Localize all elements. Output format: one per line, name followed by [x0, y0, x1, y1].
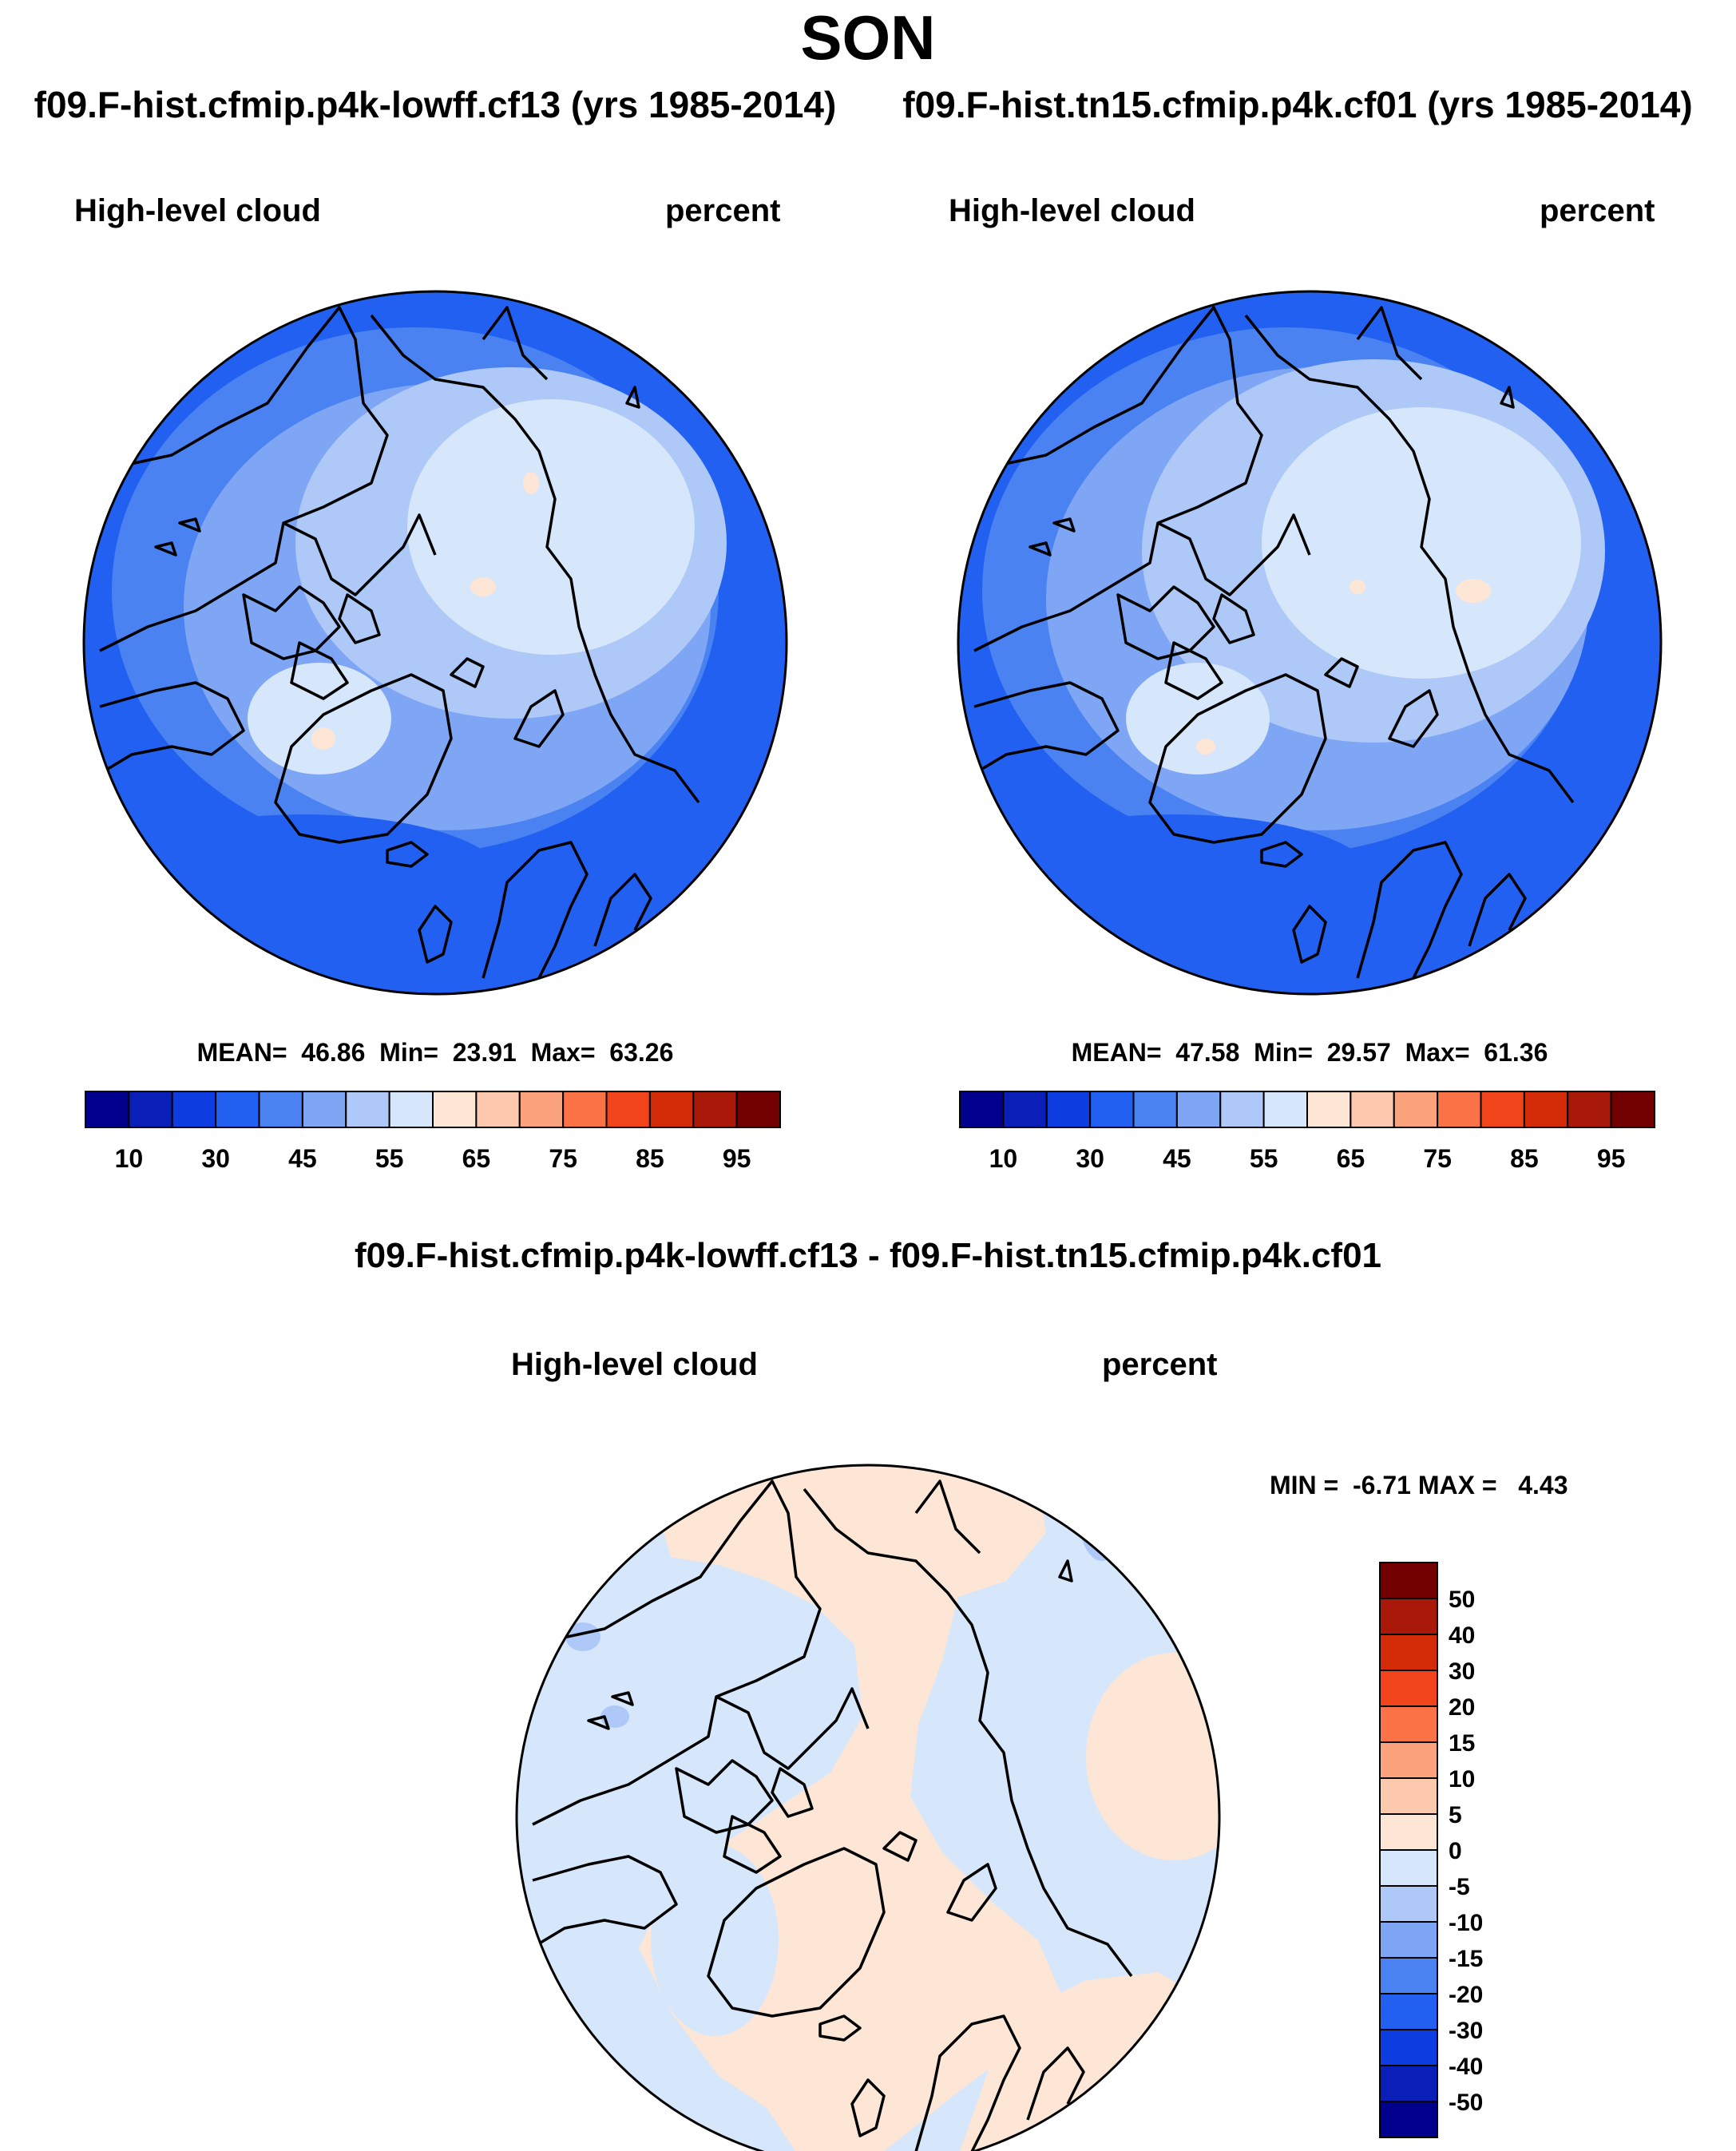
left-colorbar-swatch [345, 1091, 390, 1128]
diff-units-label: percent [1102, 1347, 1218, 1382]
left-colorbar-swatch [648, 1091, 695, 1128]
diff-stats: MIN = -6.71 MAX = 4.43 [1270, 1471, 1568, 1499]
right-colorbar-tick-label: 95 [1597, 1144, 1626, 1173]
diff-colorbar-swatch [1379, 1598, 1438, 1635]
left-colorbar-tick-label: 30 [201, 1144, 230, 1173]
left-colorbar-tick-label: 65 [462, 1144, 491, 1173]
diff-colorbar-tick-label: 0 [1449, 1838, 1462, 1864]
right-colorbar-swatch [1567, 1091, 1612, 1128]
left-colorbar-tick-label: 55 [375, 1144, 404, 1173]
left-colorbar-tick-label: 75 [549, 1144, 577, 1173]
right-colorbar-swatch [1175, 1091, 1222, 1128]
case-b-title: f09.F-hist.tn15.cfmip.p4k.cf01 (yrs 1985… [902, 84, 1693, 125]
left-colorbar-swatch [432, 1091, 478, 1128]
diff-variable-label: High-level cloud [511, 1347, 758, 1382]
left-colorbar-swatch [128, 1091, 173, 1128]
left-colorbar: 10 30 45 55 65 75 85 95 [85, 1091, 781, 1173]
left-units-label: percent [665, 193, 781, 228]
diff-colorbar-swatch [1379, 1813, 1438, 1851]
left-colorbar-tick-label: 45 [288, 1144, 317, 1173]
diff-colorbar-swatch [1379, 1634, 1438, 1671]
diff-colorbar-tick-label: 15 [1449, 1730, 1475, 1757]
right-polar-map [957, 290, 1663, 996]
diff-title: f09.F-hist.cfmip.p4k-lowff.cf13 - f09.F-… [354, 1236, 1382, 1275]
diff-colorbar-tick-label: -10 [1449, 1910, 1483, 1936]
right-colorbar-swatch [959, 1091, 1005, 1128]
right-colorbar-swatch [1350, 1091, 1395, 1128]
right-colorbar: 10 30 45 55 65 75 85 95 [959, 1091, 1655, 1173]
right-colorbar-tick-label: 45 [1163, 1144, 1191, 1173]
diff-colorbar-tick-label: -50 [1449, 2090, 1483, 2116]
left-colorbar-swatch [518, 1091, 565, 1128]
right-colorbar-tick-label: 65 [1337, 1144, 1365, 1173]
left-colorbar-swatch [605, 1091, 651, 1128]
left-colorbar-swatch [85, 1091, 130, 1128]
left-colorbar-swatch [562, 1091, 608, 1128]
diff-colorbar-tick-label: -15 [1449, 1946, 1483, 1972]
left-variable-label: High-level cloud [74, 193, 321, 228]
diff-colorbar-swatch [1379, 1993, 1438, 2030]
right-units-label: percent [1540, 193, 1655, 228]
diff-colorbar-tick-label: -40 [1449, 2054, 1483, 2080]
right-variable-label: High-level cloud [949, 193, 1195, 228]
diff-colorbar-swatch [1379, 1741, 1438, 1779]
diff-colorbar-tick-label: -20 [1449, 1982, 1483, 2008]
left-stats: MEAN= 46.86 Min= 23.91 Max= 63.26 [196, 1038, 674, 1067]
left-colorbar-swatch [692, 1091, 738, 1128]
figure-title: SON [800, 2, 936, 73]
diff-colorbar-swatch [1379, 2029, 1438, 2066]
diff-colorbar-swatch [1379, 1777, 1438, 1815]
right-colorbar-tick-label: 75 [1423, 1144, 1452, 1173]
left-colorbar-swatch [258, 1091, 303, 1128]
right-stats: MEAN= 47.58 Min= 29.57 Max= 61.36 [1071, 1038, 1548, 1067]
left-colorbar-tick-label: 10 [115, 1144, 144, 1173]
right-colorbar-tick-label: 55 [1250, 1144, 1278, 1173]
diff-colorbar-tick-label: 30 [1449, 1658, 1475, 1685]
diff-colorbar-tick-label: 5 [1449, 1802, 1462, 1828]
diff-colorbar-tick-label: 20 [1449, 1694, 1475, 1721]
right-colorbar-swatch [1262, 1091, 1308, 1128]
diff-colorbar-tick-label: 50 [1449, 1587, 1475, 1613]
right-colorbar-swatch [1437, 1091, 1482, 1128]
left-colorbar-swatch [215, 1091, 260, 1128]
left-colorbar-swatch [301, 1091, 347, 1128]
diff-colorbar-tick-label: -30 [1449, 2018, 1483, 2044]
right-colorbar-swatch [1089, 1091, 1135, 1128]
right-colorbar-swatch [1132, 1091, 1178, 1128]
right-colorbar-swatch [1219, 1091, 1265, 1128]
left-colorbar-swatch [475, 1091, 521, 1128]
diff-colorbar-swatch [1379, 1885, 1438, 1923]
right-colorbar-swatch [1306, 1091, 1352, 1128]
right-colorbar-swatch [1393, 1091, 1439, 1128]
diff-colorbar-swatch [1379, 1562, 1438, 1599]
left-polar-map [82, 290, 788, 996]
left-colorbar-tick-label: 95 [723, 1144, 751, 1173]
diff-colorbar-swatch [1379, 1670, 1438, 1707]
diff-colorbar-swatch [1379, 2101, 1438, 2138]
case-a-title: f09.F-hist.cfmip.p4k-lowff.cf13 (yrs 198… [34, 84, 837, 125]
diff-colorbar-swatch [1379, 1705, 1438, 1743]
diff-colorbar-swatch [1379, 1957, 1438, 1995]
diff-colorbar-tick-label: 40 [1449, 1622, 1475, 1649]
left-colorbar-swatch [735, 1091, 781, 1128]
right-colorbar-swatch [1002, 1091, 1048, 1128]
right-colorbar-swatch [1610, 1091, 1655, 1128]
diff-colorbar-swatch [1379, 1921, 1438, 1959]
left-colorbar-swatch [171, 1091, 217, 1128]
right-colorbar-swatch [1523, 1091, 1569, 1128]
right-colorbar-swatch [1045, 1091, 1092, 1128]
right-colorbar-tick-label: 10 [989, 1144, 1018, 1173]
diff-polar-map [515, 1464, 1221, 2151]
diff-colorbar-tick-label: -5 [1449, 1874, 1470, 1900]
right-colorbar-tick-label: 85 [1510, 1144, 1539, 1173]
right-colorbar-tick-label: 30 [1076, 1144, 1104, 1173]
diff-colorbar-tick-label: 10 [1449, 1766, 1475, 1792]
right-colorbar-swatch [1480, 1091, 1525, 1128]
left-colorbar-tick-label: 85 [636, 1144, 664, 1173]
diff-colorbar-swatch [1379, 1849, 1438, 1887]
diff-colorbar-swatch [1379, 2065, 1438, 2102]
left-colorbar-swatch [388, 1091, 434, 1128]
